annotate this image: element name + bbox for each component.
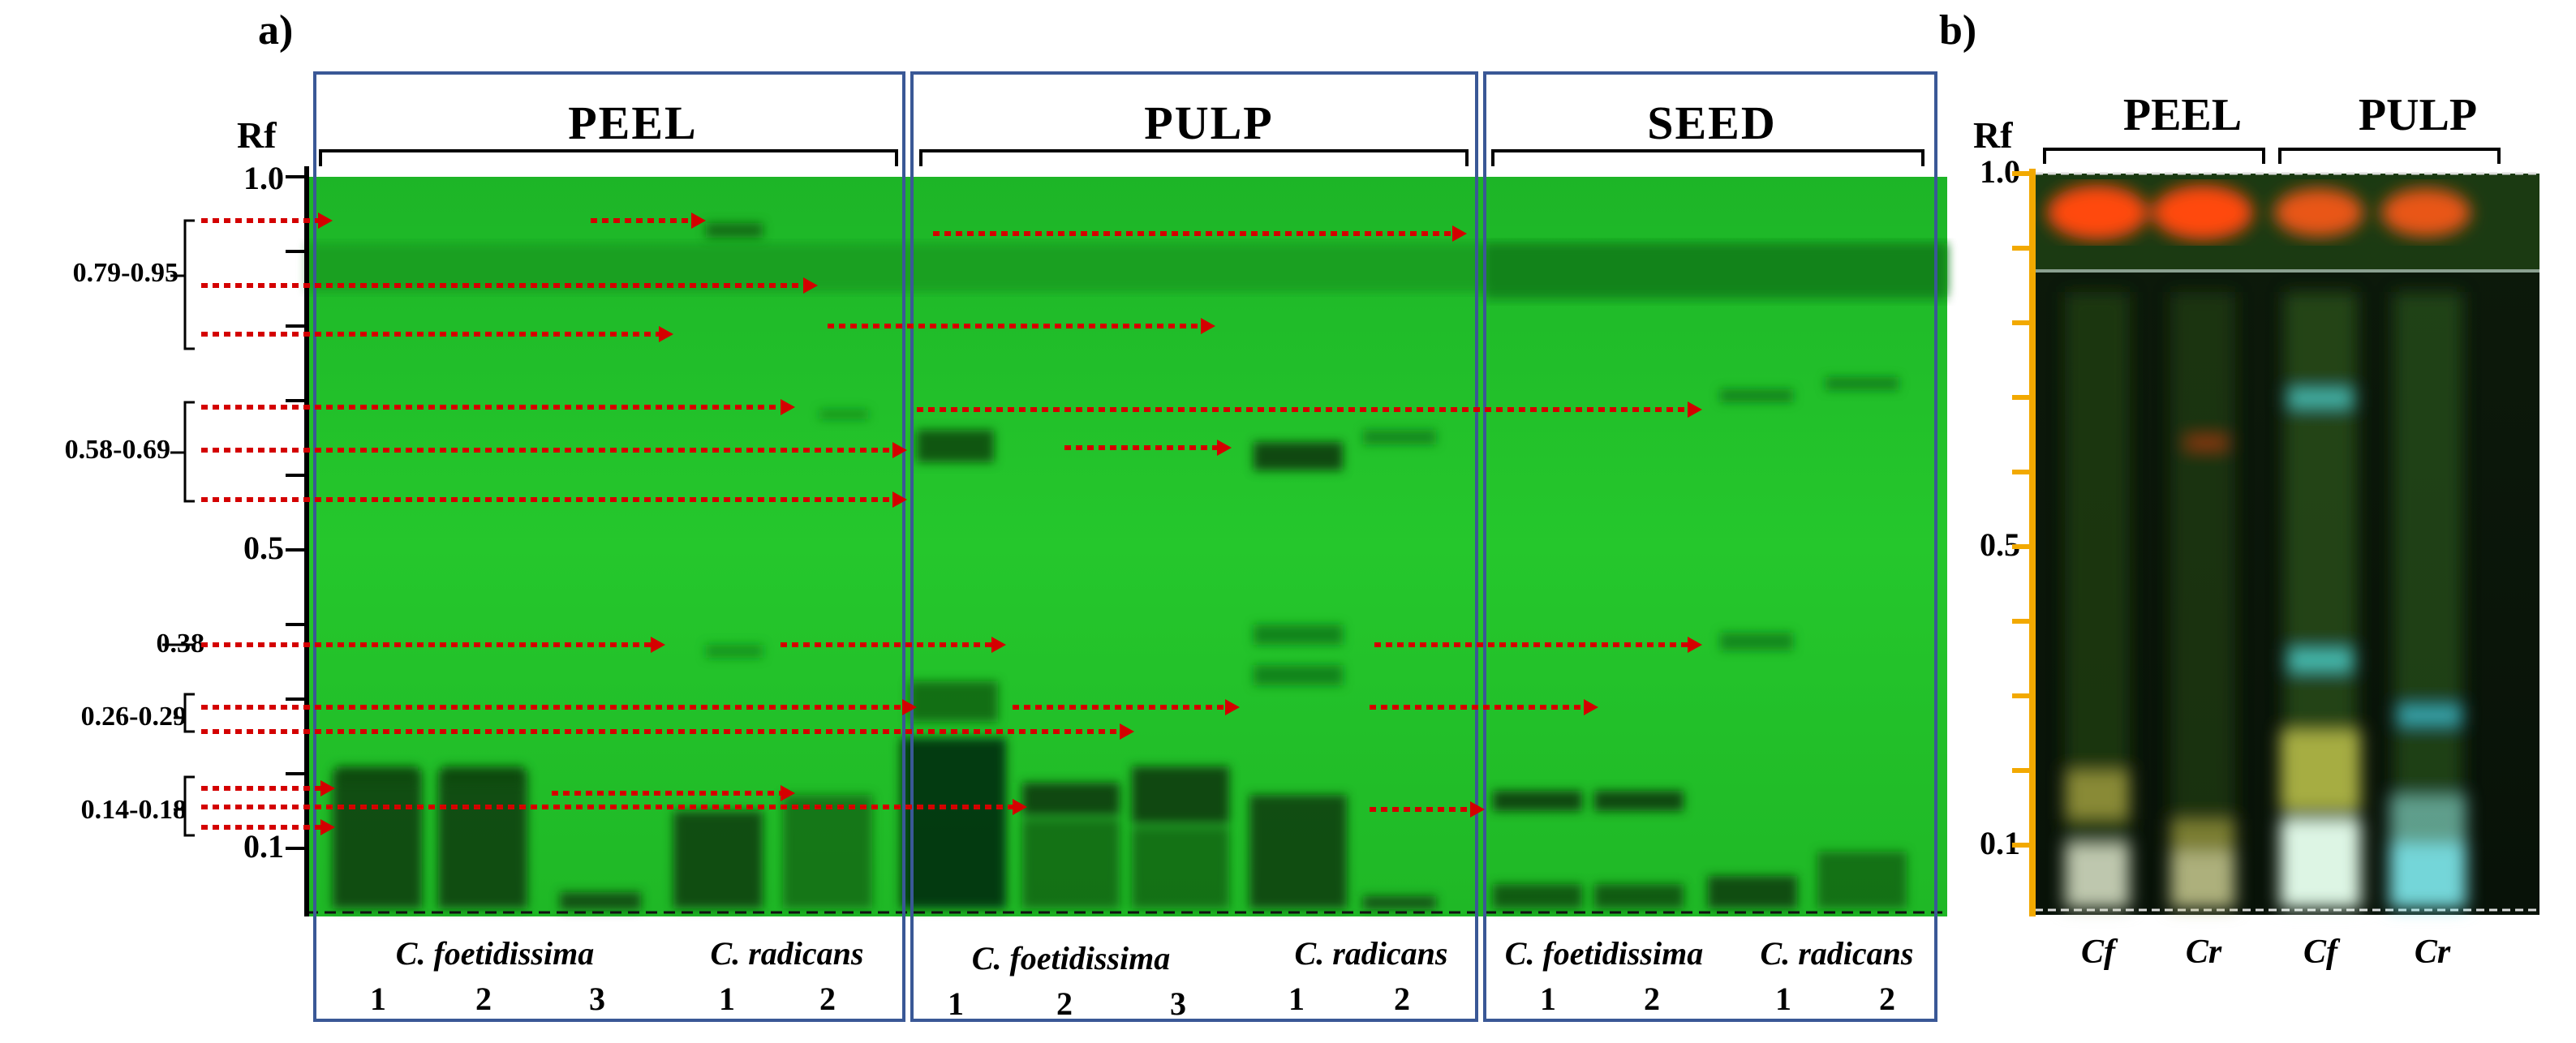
rf-axis-title-b: Rf <box>1973 114 2013 156</box>
panel-b-group-peel: PEEL <box>2122 90 2243 140</box>
section-title-pulp: PULP <box>1144 97 1274 149</box>
rf-tick-0-1: 0.1 <box>243 828 284 865</box>
section-box-pulp <box>910 71 1478 1022</box>
seed-lane: 1 <box>1775 981 1791 1017</box>
rf-range-0-79-0-95: 0.79-0.95 <box>72 258 178 288</box>
rf-axis-ticks-a <box>286 175 307 850</box>
rf-tick-1-0: 1.0 <box>243 160 284 196</box>
peel-lane: 1 <box>370 981 386 1017</box>
panel-b-orange-spots <box>2047 185 2471 240</box>
seed-front-band <box>1485 243 1947 300</box>
pulp-lane-spots <box>901 430 1436 909</box>
rf-range-0-58-0-69: 0.58-0.69 <box>64 435 170 465</box>
seed-lane-spots <box>1493 377 1907 908</box>
rf-tick-0-5: 0.5 <box>243 530 284 566</box>
pulp-lane: 1 <box>948 985 964 1022</box>
panel-b-group-pulp: PULP <box>2358 90 2478 140</box>
panel-b-label: b) <box>1939 7 1977 54</box>
pulp-lane: 1 <box>1288 981 1305 1017</box>
peel-species-cr: C. radicans <box>710 935 864 972</box>
rf-axis-ticks-b <box>2012 171 2032 848</box>
pulp-species-cr: C. radicans <box>1294 935 1448 972</box>
peel-lane: 2 <box>475 981 492 1017</box>
seed-species-cr: C. radicans <box>1760 935 1914 972</box>
pulp-lane: 2 <box>1056 985 1073 1022</box>
rf-range-0-26-0-29: 0.26-0.29 <box>80 702 187 732</box>
pulp-lane: 2 <box>1394 981 1410 1017</box>
section-box-peel <box>313 71 905 1022</box>
section-box-seed <box>1483 71 1937 1022</box>
panel-b-lane: Cf <box>2303 934 2337 971</box>
pulp-lane: 3 <box>1170 985 1186 1022</box>
range-bracket-points <box>162 274 195 811</box>
rf-range-0-14-0-18: 0.14-0.18 <box>80 795 187 825</box>
panel-a-label: a) <box>258 7 294 54</box>
section-title-peel: PEEL <box>568 97 698 149</box>
section-brackets <box>319 149 1924 166</box>
panel-b-lane: Cr <box>2414 934 2451 971</box>
panel-b-lane: Cf <box>2081 934 2115 971</box>
seed-lane: 2 <box>1644 981 1660 1017</box>
range-brackets <box>183 219 195 837</box>
panel-b-lane-streaks <box>2065 292 2466 908</box>
rf-marker-arrows <box>201 212 1702 835</box>
seed-lane: 2 <box>1879 981 1895 1017</box>
seed-species-cf: C. foetidissima <box>1504 935 1704 972</box>
pulp-species-cf: C. foetidissima <box>971 940 1171 976</box>
peel-lane: 1 <box>719 981 735 1017</box>
peel-lane: 2 <box>819 981 836 1017</box>
panel-b-brackets <box>2043 148 2501 164</box>
panel-b-lane: Cr <box>2185 934 2222 971</box>
section-title-seed: SEED <box>1647 97 1777 149</box>
rf-axis-title-a: Rf <box>237 114 277 156</box>
peel-species-cf: C. foetidissima <box>395 935 595 972</box>
peel-lane-spots <box>333 223 872 910</box>
peel-lane: 3 <box>589 981 605 1017</box>
seed-lane: 1 <box>1540 981 1556 1017</box>
